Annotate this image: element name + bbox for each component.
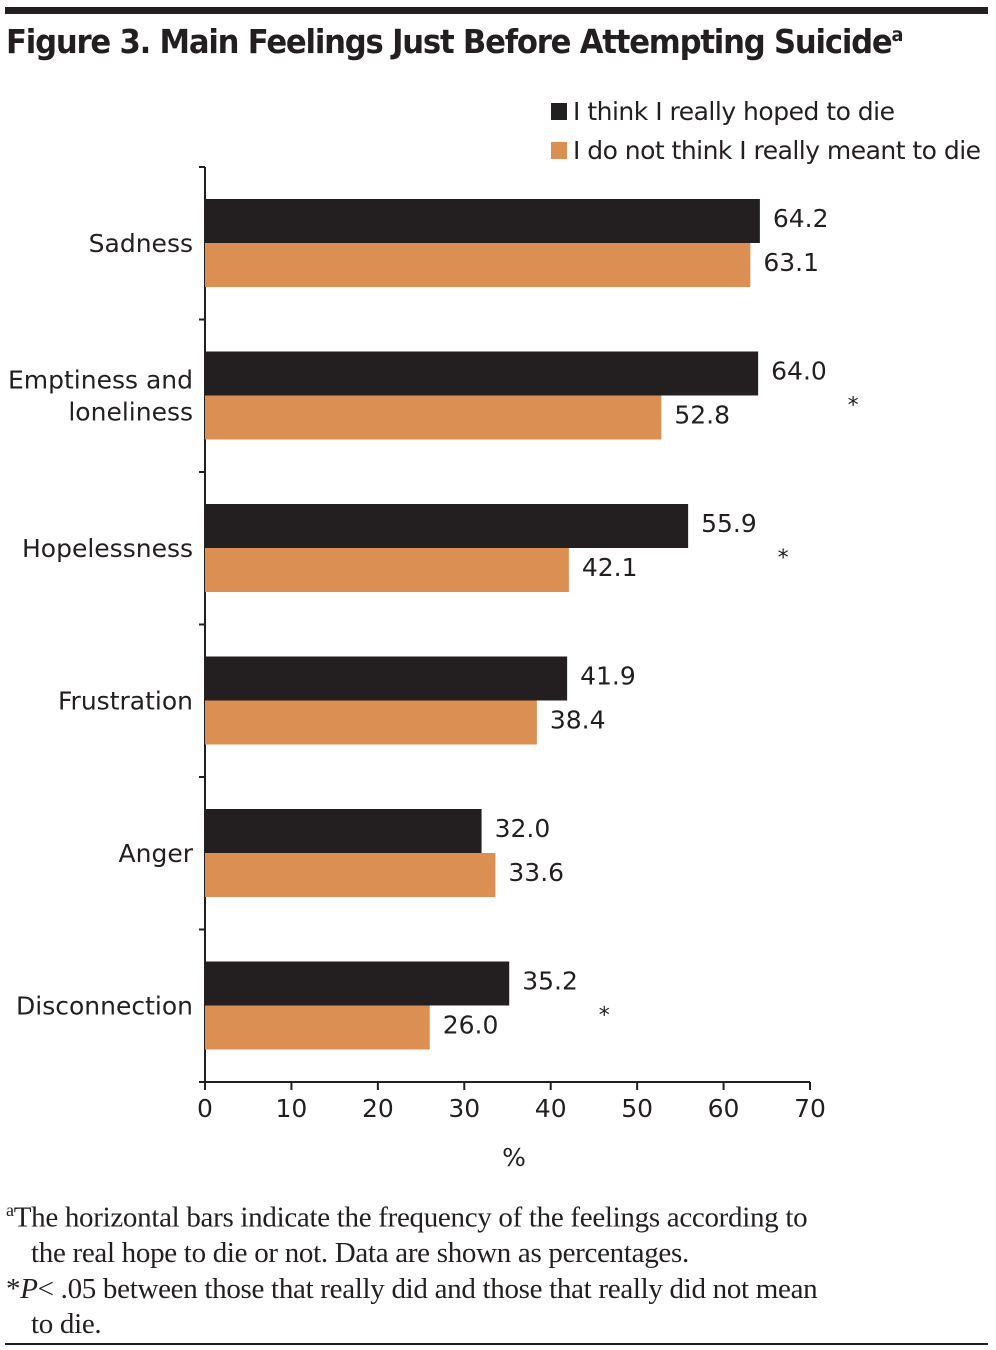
- bar: [205, 1005, 430, 1050]
- bar: [205, 548, 569, 592]
- bar: [205, 656, 568, 701]
- data-label: 52.8: [674, 401, 730, 430]
- x-tick-label: 0: [197, 1094, 213, 1123]
- legend-swatch: [551, 103, 567, 120]
- data-label: 64.2: [773, 204, 829, 233]
- category-label: Emptiness and: [8, 366, 193, 395]
- bar-chart: I think I really hoped to die I do not th…: [8, 97, 981, 1172]
- footnotes: aThe horizontal bars indicate the freque…: [6, 1193, 818, 1343]
- bar: [205, 504, 689, 548]
- legend-label: I do not think I really meant to die: [573, 136, 981, 165]
- bar: [205, 351, 759, 396]
- data-label: 55.9: [701, 509, 757, 538]
- data-label: 64.0: [771, 357, 827, 386]
- top-rule: [5, 7, 988, 14]
- footnote-p: *P< .05 between those that really did an…: [6, 1272, 818, 1308]
- footnote-a-line1: The horizontal bars indicate the frequen…: [13, 1201, 808, 1234]
- bar: [205, 853, 496, 897]
- data-label: 33.6: [508, 858, 564, 887]
- category-label: Sadness: [89, 229, 193, 258]
- category-label: loneliness: [68, 398, 193, 427]
- title-superscript: a: [891, 24, 903, 46]
- figure-title-text: Figure 3. Main Feelings Just Before Atte…: [6, 22, 893, 61]
- data-label: 63.1: [763, 248, 819, 277]
- bar: [205, 243, 751, 287]
- data-label: 26.0: [443, 1011, 499, 1040]
- footnote-a-marker: a: [6, 1200, 14, 1220]
- footnote-a-line2: the real hope to die or not. Data are sh…: [31, 1237, 689, 1270]
- footnote-p-line2: to die.: [31, 1308, 102, 1341]
- x-axis-label: %: [502, 1143, 526, 1172]
- footnote-p-italic: P: [20, 1272, 38, 1305]
- footnote-p-marker: *: [6, 1272, 21, 1305]
- data-label: 42.1: [582, 553, 638, 582]
- legend-label: I think I really hoped to die: [573, 97, 895, 126]
- figure-title: Figure 3. Main Feelings Just Before Atte…: [6, 22, 903, 61]
- bar: [205, 199, 760, 243]
- footnote-a: aThe horizontal bars indicate the freque…: [6, 1193, 817, 1236]
- x-tick-label: 40: [535, 1094, 567, 1123]
- bar: [205, 395, 662, 440]
- category-label: Frustration: [58, 687, 193, 716]
- x-tick-label: 10: [276, 1094, 308, 1123]
- bar: [205, 809, 482, 853]
- footnote-p-line1: < .05 between those that really did and …: [37, 1272, 818, 1305]
- significance-marker: *: [848, 394, 859, 419]
- category-label: Hopelessness: [22, 534, 193, 563]
- x-tick-label: 30: [448, 1094, 480, 1123]
- legend-swatch: [551, 142, 567, 159]
- bottom-rule: [5, 1343, 988, 1345]
- data-label: 35.2: [522, 967, 578, 996]
- bar: [205, 700, 537, 745]
- x-tick-label: 70: [794, 1094, 826, 1123]
- category-label: Disconnection: [16, 992, 193, 1021]
- x-tick-label: 60: [708, 1094, 740, 1123]
- x-tick-label: 20: [362, 1094, 394, 1123]
- data-label: 38.4: [550, 706, 606, 735]
- bar: [205, 961, 510, 1006]
- significance-marker: *: [778, 546, 789, 571]
- data-label: 32.0: [495, 814, 551, 843]
- category-label: Anger: [119, 839, 194, 868]
- significance-marker: *: [599, 1004, 610, 1029]
- data-label: 41.9: [580, 662, 636, 691]
- x-tick-label: 50: [621, 1094, 653, 1123]
